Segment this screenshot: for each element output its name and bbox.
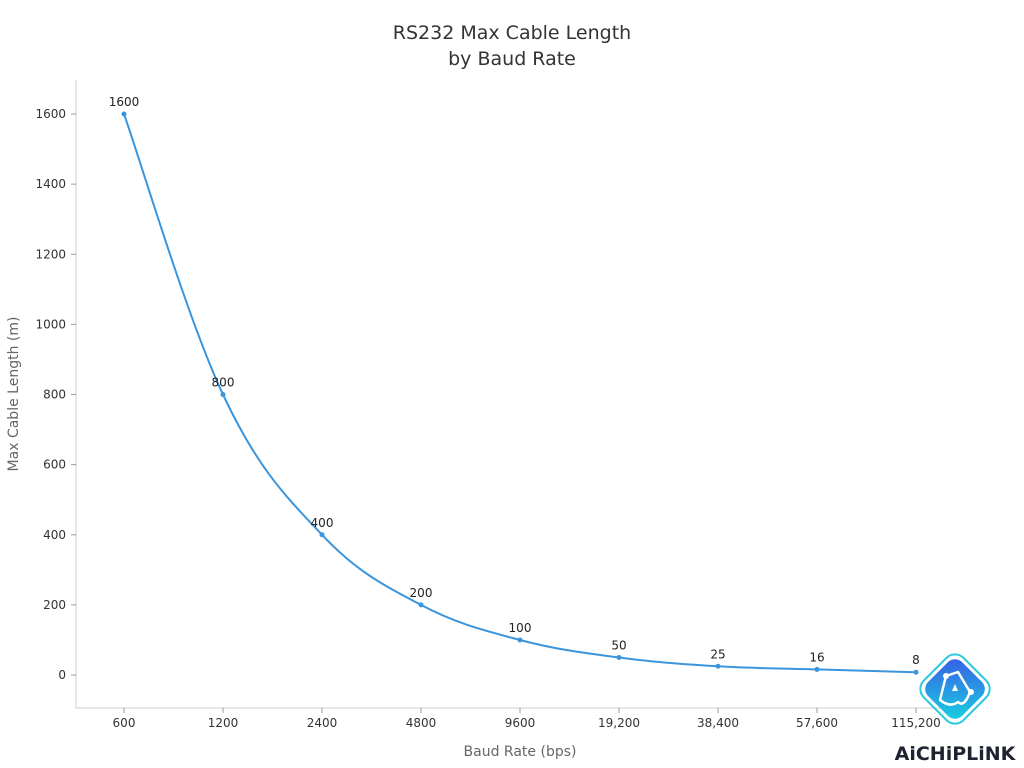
x-tick-label: 115,200: [891, 716, 941, 730]
logo-text: AiCHiPLiNK: [895, 743, 1017, 765]
data-label: 1600: [109, 95, 140, 109]
data-label: 200: [410, 586, 433, 600]
x-tick-label: 600: [113, 716, 136, 730]
y-tick-label: 1400: [35, 177, 66, 191]
data-label: 25: [710, 647, 725, 661]
data-point: [220, 392, 226, 398]
data-point: [121, 111, 127, 117]
x-tick-label: 19,200: [598, 716, 640, 730]
data-label: 8: [912, 653, 920, 667]
data-label: 16: [809, 650, 824, 664]
y-tick-label: 200: [43, 598, 66, 612]
data-point: [715, 663, 721, 669]
x-tick-label: 57,600: [796, 716, 838, 730]
data-label: 800: [212, 376, 235, 390]
y-tick-label: 1000: [35, 317, 66, 331]
chart-title-line-1: RS232 Max Cable Length: [392, 22, 632, 44]
series-line: [123, 113, 917, 674]
y-axis-label: Max Cable Length (m): [6, 317, 22, 472]
y-tick-label: 400: [43, 528, 66, 542]
chart-title: RS232 Max Cable Length by Baud Rate: [0, 20, 1024, 72]
x-tick-label: 38,400: [697, 716, 739, 730]
y-tick-label: 1600: [35, 107, 66, 121]
data-label: 50: [611, 639, 626, 653]
data-label: 100: [509, 621, 532, 635]
data-point: [418, 602, 424, 608]
data-point: [913, 669, 919, 675]
y-tick-label: 1200: [35, 247, 66, 261]
x-axis-label: Baud Rate (bps): [464, 744, 577, 760]
data-label: 400: [311, 516, 334, 530]
x-tick-label: 2400: [307, 716, 338, 730]
x-tick-label: 4800: [406, 716, 437, 730]
x-tick-label: 1200: [208, 716, 239, 730]
data-point: [616, 655, 622, 661]
data-point: [814, 666, 820, 672]
data-point: [517, 637, 523, 643]
y-tick-label: 600: [43, 458, 66, 472]
y-tick-label: 0: [58, 668, 66, 682]
chart-title-line-2: by Baud Rate: [448, 48, 576, 70]
x-tick-label: 9600: [505, 716, 536, 730]
aichiplink-logo: AiCHiPLiNK: [895, 653, 1017, 765]
data-point: [319, 532, 325, 538]
y-tick-label: 800: [43, 388, 66, 402]
